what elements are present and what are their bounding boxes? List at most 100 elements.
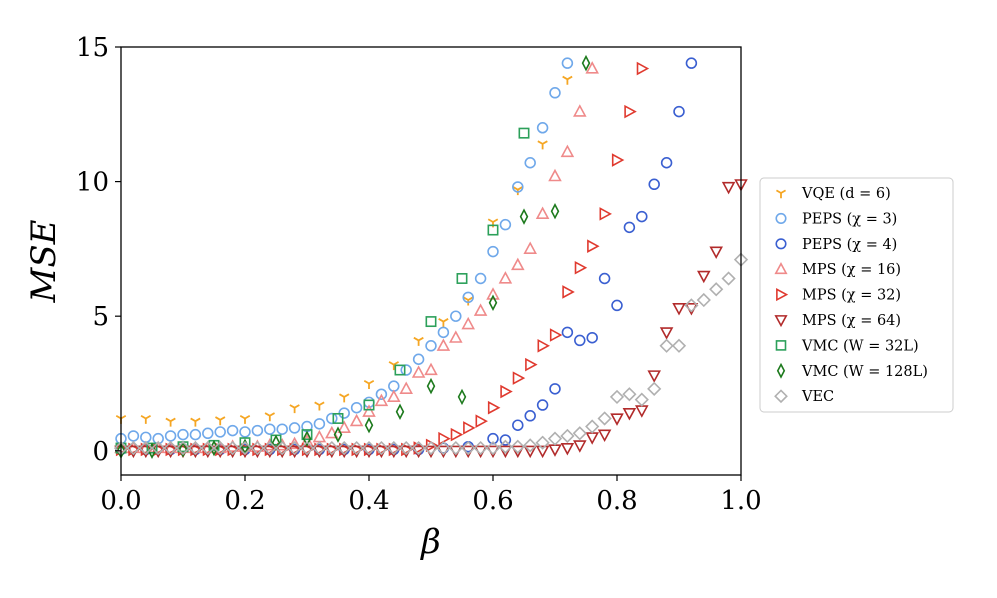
data-point (339, 393, 350, 403)
data-point (388, 361, 399, 371)
data-point (524, 410, 536, 422)
legend-label: VMC (W = 128L) (801, 364, 928, 380)
data-point (386, 440, 401, 456)
data-point (685, 57, 698, 69)
data-point (721, 181, 736, 195)
data-point (599, 207, 612, 221)
data-point (350, 401, 363, 414)
data-point (475, 414, 488, 428)
plot-area-frame (120, 46, 742, 476)
data-point (587, 239, 600, 253)
data-point (450, 310, 462, 322)
data-point (721, 271, 736, 286)
data-point (237, 440, 253, 456)
legend-label: VQE (d = 6) (801, 186, 891, 202)
data-point (215, 416, 226, 426)
data-point (288, 422, 301, 434)
data-point (190, 417, 201, 427)
data-point (324, 440, 339, 456)
data-point (635, 405, 649, 418)
legend-marker (776, 362, 786, 379)
legend-item: MPS (χ = 32) (776, 288, 901, 304)
data-point (302, 430, 312, 447)
data-point (262, 440, 277, 456)
x-tick-label: 0.0 (100, 486, 141, 516)
data-point (387, 389, 401, 403)
series-0 (115, 75, 573, 427)
data-point (374, 393, 389, 407)
data-point (333, 426, 343, 443)
data-point (449, 330, 463, 343)
data-point (623, 221, 636, 234)
data-point (239, 426, 251, 438)
data-point (213, 440, 228, 456)
data-point (523, 241, 537, 254)
data-point (395, 403, 405, 420)
data-point (611, 153, 625, 167)
data-point (535, 435, 550, 450)
series-1 (115, 57, 574, 445)
legend-box (759, 177, 954, 413)
series-8 (113, 252, 749, 456)
data-point (461, 440, 476, 456)
data-point (362, 404, 376, 417)
data-point (622, 387, 637, 402)
data-point (474, 272, 487, 285)
data-point (147, 442, 157, 460)
data-point (624, 104, 637, 119)
data-point (436, 338, 451, 351)
data-point (511, 257, 525, 271)
data-point (523, 438, 538, 453)
data-point (178, 441, 188, 458)
data-point (424, 362, 438, 376)
data-point (264, 412, 275, 422)
legend-marker (775, 212, 787, 224)
data-point (709, 282, 724, 297)
legend-item: VEC (774, 389, 834, 405)
data-point (487, 432, 499, 445)
data-point (487, 218, 499, 228)
data-point (550, 202, 560, 220)
data-point (486, 287, 500, 300)
legend-marker (775, 189, 787, 199)
data-point (399, 381, 413, 394)
data-point (461, 316, 475, 330)
data-point (349, 440, 364, 456)
data-point (276, 423, 288, 435)
data-point (411, 440, 426, 456)
data-point (524, 157, 536, 169)
data-point (560, 442, 575, 456)
data-point (275, 440, 290, 456)
data-point (363, 379, 375, 389)
legend-label: PEPS (χ = 4) (802, 237, 897, 253)
data-point (585, 432, 599, 445)
data-point (498, 271, 513, 284)
series-7 (116, 54, 591, 460)
data-point (510, 439, 525, 454)
data-point (264, 423, 276, 435)
data-point (487, 245, 499, 258)
x-tick-label: 0.2 (224, 486, 265, 516)
data-point (634, 392, 649, 407)
data-point (438, 431, 451, 446)
legend-label: VEC (801, 389, 834, 405)
y-tick-label: 5 (92, 302, 109, 332)
data-point (200, 440, 215, 456)
data-point (364, 416, 374, 434)
data-point (225, 440, 240, 456)
data-point (202, 427, 214, 440)
legend-label: MPS (χ = 32) (802, 288, 901, 304)
legend-marker (774, 389, 788, 404)
data-point (512, 371, 526, 385)
data-point (349, 413, 364, 427)
data-point (512, 419, 524, 431)
data-point (189, 428, 202, 441)
data-point (573, 440, 587, 453)
data-point (611, 299, 623, 312)
legend-item: VMC (W = 128L) (776, 362, 928, 380)
legend-item: MPS (χ = 16) (774, 262, 901, 278)
data-point (684, 298, 699, 313)
data-point (597, 429, 612, 443)
legend-item: PEPS (χ = 3) (775, 211, 897, 227)
